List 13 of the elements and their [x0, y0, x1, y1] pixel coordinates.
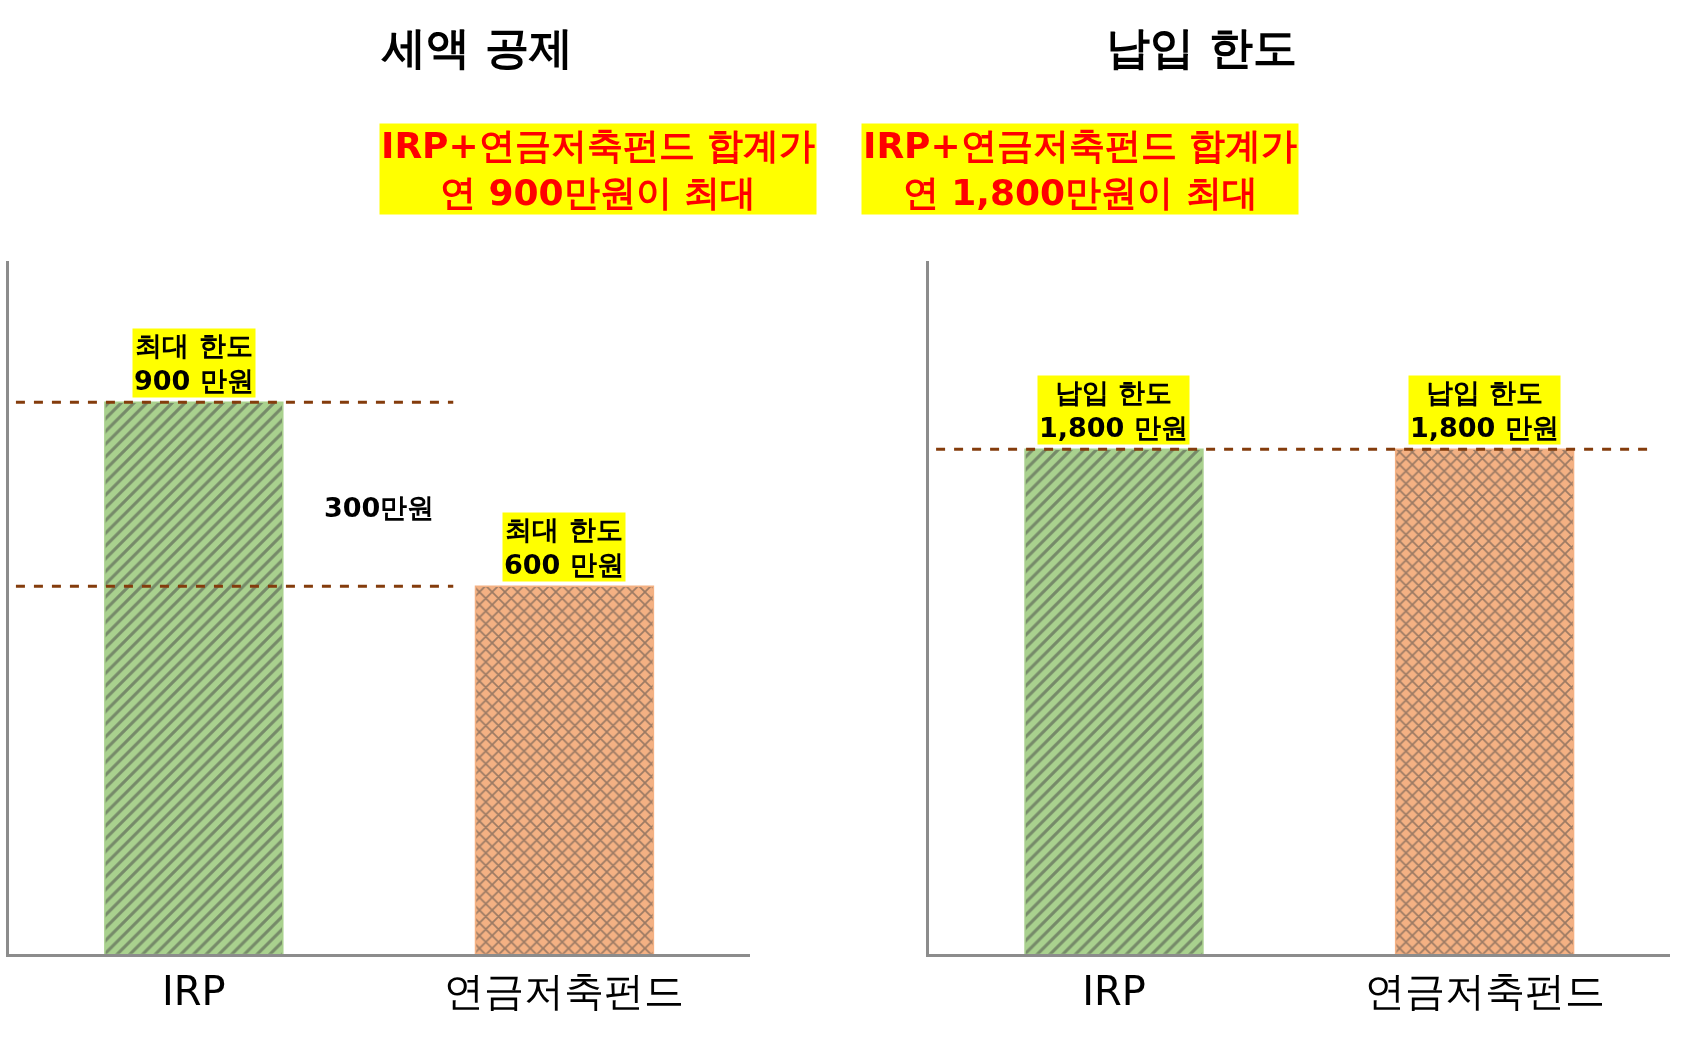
data-label: 최대 한도 600 만원: [504, 514, 624, 581]
chart-subtitle: IRP+연금저축펀드 합계가 연 1,800만원이 최대: [863, 125, 1298, 213]
data-label: 납입 한도 1,800 만원: [1039, 377, 1188, 444]
annotation: 300만원: [324, 492, 435, 523]
chart-title: 세액 공제: [381, 22, 574, 73]
x-tick-label: 연금저축펀드: [1364, 968, 1605, 1015]
x-tick-label: IRP: [161, 968, 226, 1015]
data-label: 납입 한도 1,800 만원: [1410, 377, 1559, 444]
x-tick-label: IRP: [1082, 968, 1146, 1015]
chart-subtitle: IRP+연금저축펀드 합계가 연 900만원이 최대: [381, 125, 816, 213]
x-tick-label: 연금저축펀드: [444, 968, 685, 1015]
data-label: 최대 한도 900 만원: [134, 330, 254, 397]
chart-title: 납입 한도: [1106, 22, 1298, 73]
